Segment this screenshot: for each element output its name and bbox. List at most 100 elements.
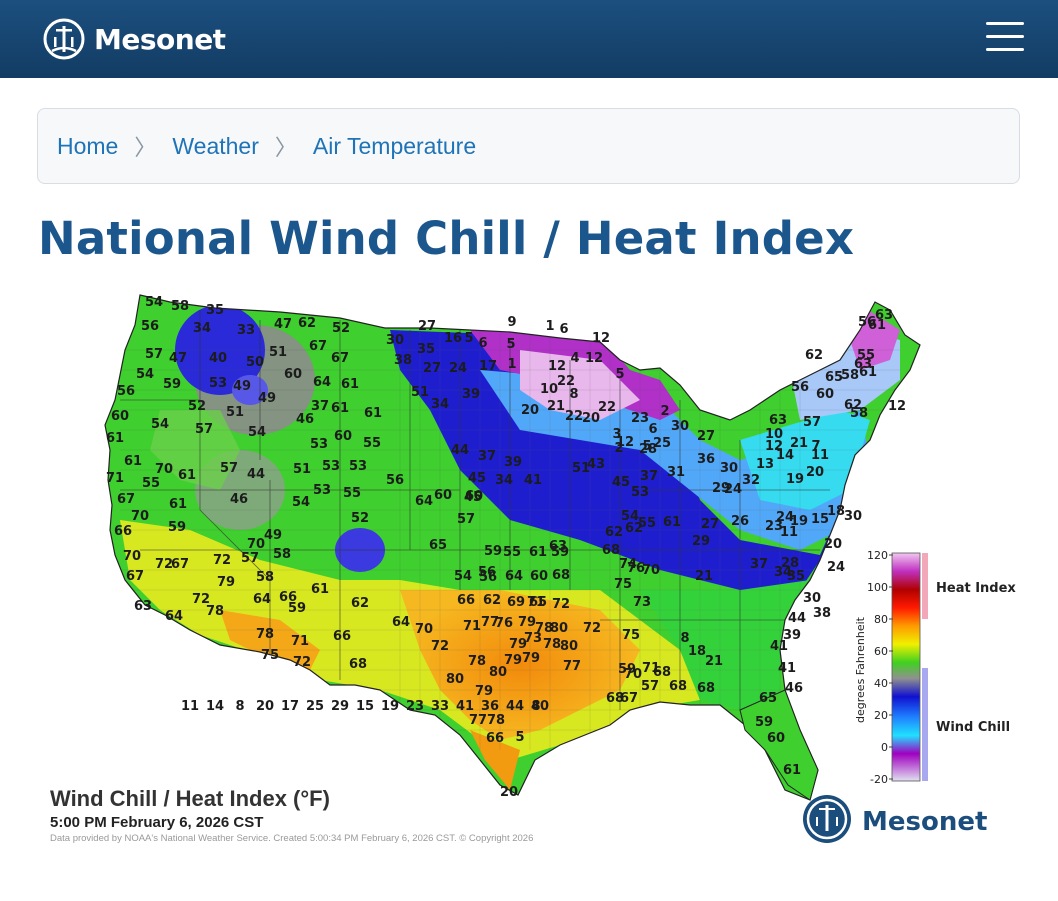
station-value: 20 bbox=[582, 411, 600, 426]
station-value: 6 bbox=[478, 336, 487, 351]
station-value: 61 bbox=[341, 377, 359, 392]
station-value: 70 bbox=[624, 667, 642, 682]
station-value: 14 bbox=[206, 699, 224, 714]
legend-tick-label: 0 bbox=[881, 741, 888, 754]
station-value: 35 bbox=[417, 342, 435, 357]
station-value: 62 bbox=[625, 521, 643, 536]
map-caption-time: 5:00 PM February 6, 2026 CST bbox=[50, 814, 263, 831]
station-value: 62 bbox=[805, 348, 823, 363]
station-value: 71 bbox=[463, 619, 481, 634]
station-value: 18 bbox=[827, 504, 845, 519]
station-value: 20 bbox=[824, 537, 842, 552]
station-value: 54 bbox=[292, 495, 310, 510]
station-value: 66 bbox=[279, 590, 297, 605]
brand-link[interactable]: Mesonet bbox=[42, 17, 226, 61]
station-value: 79 bbox=[217, 575, 235, 590]
station-value: 44 bbox=[788, 611, 806, 626]
station-value: 41 bbox=[524, 473, 542, 488]
station-value: 46 bbox=[296, 412, 314, 427]
station-value: 63 bbox=[854, 357, 872, 372]
station-value: 37 bbox=[478, 449, 496, 464]
breadcrumb-home[interactable]: Home bbox=[57, 132, 119, 159]
station-value: 26 bbox=[731, 514, 749, 529]
station-value: 63 bbox=[134, 599, 152, 614]
breadcrumb-weather[interactable]: Weather bbox=[172, 132, 259, 159]
station-value: 57 bbox=[641, 679, 659, 694]
station-value: 72 bbox=[293, 655, 311, 670]
station-value: 30 bbox=[720, 461, 738, 476]
station-value: 53 bbox=[310, 437, 328, 452]
station-value: 61 bbox=[663, 515, 681, 530]
station-value: 12 bbox=[888, 399, 906, 414]
station-value: 78 bbox=[468, 654, 486, 669]
station-value: 67 bbox=[171, 557, 189, 572]
map-caption-title: Wind Chill / Heat Index (°F) bbox=[50, 786, 330, 811]
station-value: 55 bbox=[343, 486, 361, 501]
station-value: 55 bbox=[503, 545, 521, 560]
station-value: 56 bbox=[858, 315, 876, 330]
station-value: 61 bbox=[868, 318, 886, 333]
station-value: 34 bbox=[431, 397, 449, 412]
station-value: 58 bbox=[256, 570, 274, 585]
station-value: 59 bbox=[168, 520, 186, 535]
station-value: 61 bbox=[311, 582, 329, 597]
station-value: 20 bbox=[521, 403, 539, 418]
station-value: 78 bbox=[543, 637, 561, 652]
station-value: 67 bbox=[117, 492, 135, 507]
station-value: 27 bbox=[701, 517, 719, 532]
station-value: 12 bbox=[548, 359, 566, 374]
station-value: 60 bbox=[767, 731, 785, 746]
station-value: 72 bbox=[552, 597, 570, 612]
station-value: 51 bbox=[226, 405, 244, 420]
station-value: 75 bbox=[614, 577, 632, 592]
station-value: 74 bbox=[619, 557, 637, 572]
station-value: 58 bbox=[273, 547, 291, 562]
breadcrumb-air-temperature[interactable]: Air Temperature bbox=[312, 132, 477, 159]
station-value: 5 bbox=[515, 730, 524, 745]
station-value: 13 bbox=[756, 457, 774, 472]
station-value: 79 bbox=[518, 615, 536, 630]
station-value: 53 bbox=[209, 376, 227, 391]
station-value: 27 bbox=[418, 319, 436, 334]
station-value: 23 bbox=[406, 699, 424, 714]
station-value: 78 bbox=[487, 713, 505, 728]
station-value: 49 bbox=[233, 379, 251, 394]
station-value: 23 bbox=[631, 411, 649, 426]
station-value: 61 bbox=[364, 406, 382, 421]
station-value: 5 bbox=[464, 331, 473, 346]
station-value: 41 bbox=[778, 661, 796, 676]
station-value: 46 bbox=[230, 492, 248, 507]
brand-name: Mesonet bbox=[94, 22, 226, 56]
station-value: 31 bbox=[667, 465, 685, 480]
station-value: 64 bbox=[392, 615, 410, 630]
station-value: 64 bbox=[313, 375, 331, 390]
station-value: 52 bbox=[351, 511, 369, 526]
station-value: 56 bbox=[479, 570, 497, 585]
station-value: 24 bbox=[776, 510, 794, 525]
station-value: 60 bbox=[284, 367, 302, 382]
station-value: 18 bbox=[688, 644, 706, 659]
station-value: 59 bbox=[288, 601, 306, 616]
top-nav-bar: Mesonet bbox=[0, 0, 1058, 78]
station-value: 65 bbox=[529, 595, 547, 610]
station-value: 12 bbox=[592, 331, 610, 346]
station-value: 72 bbox=[213, 553, 231, 568]
station-value: 79 bbox=[504, 653, 522, 668]
station-value: 45 bbox=[464, 490, 482, 505]
hamburger-menu-icon[interactable] bbox=[984, 20, 1026, 54]
station-value: 30 bbox=[671, 419, 689, 434]
station-value: 56 bbox=[386, 473, 404, 488]
station-value: 76 bbox=[627, 561, 645, 576]
station-value: 41 bbox=[456, 699, 474, 714]
station-value: 28 bbox=[781, 556, 799, 571]
station-value: 60 bbox=[530, 569, 548, 584]
station-value: 19 bbox=[790, 514, 808, 529]
station-value: 68 bbox=[697, 681, 715, 696]
station-value: 20 bbox=[500, 785, 518, 800]
station-value: 59 bbox=[163, 377, 181, 392]
station-value: 59 bbox=[551, 545, 569, 560]
station-value: 35 bbox=[206, 303, 224, 318]
station-value: 58 bbox=[841, 368, 859, 383]
station-value: 37 bbox=[750, 557, 768, 572]
